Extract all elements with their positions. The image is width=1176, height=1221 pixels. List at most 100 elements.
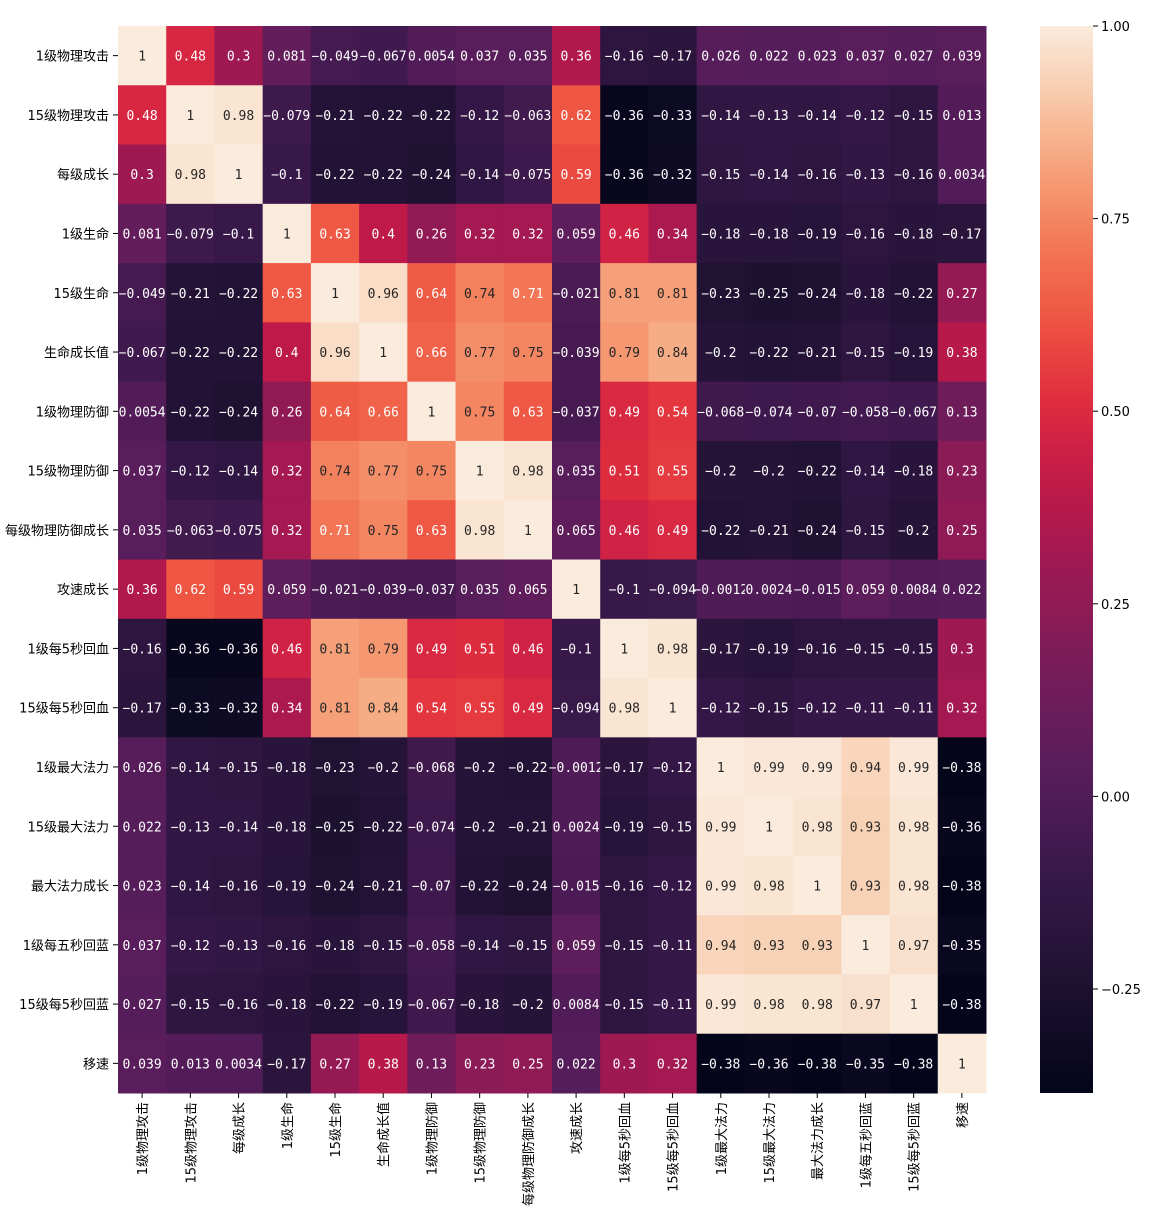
cell-annotation: 0.98 — [609, 702, 640, 717]
cell-annotation: 0.035 — [557, 465, 596, 480]
heatmap-cell — [214, 796, 264, 857]
cell-annotation: −0.15 — [749, 702, 788, 717]
cell-annotation: 0.99 — [898, 761, 929, 776]
heatmap-cell — [841, 559, 891, 620]
heatmap-cell — [793, 500, 842, 560]
cell-annotation: −0.15 — [894, 109, 933, 124]
heatmap-cell — [166, 381, 215, 442]
heatmap-cell — [793, 203, 842, 264]
heatmap-cell — [648, 618, 698, 679]
cell-annotation: 0.81 — [319, 702, 350, 717]
heatmap-cell — [744, 263, 794, 323]
heatmap-cell — [214, 440, 264, 501]
heatmap-cell — [600, 381, 649, 442]
cell-annotation: 0.26 — [271, 405, 302, 420]
heatmap-cell — [937, 26, 987, 86]
cell-annotation: 0.63 — [416, 524, 447, 539]
cell-annotation: −0.094 — [553, 702, 600, 717]
heatmap-cell — [503, 678, 553, 738]
cell-annotation: 1 — [138, 50, 146, 65]
heatmap-cell — [214, 974, 264, 1035]
cell-annotation: −0.015 — [553, 880, 600, 895]
heatmap-cell — [262, 85, 312, 146]
cell-annotation: −0.22 — [749, 346, 788, 361]
heatmap-cell — [118, 26, 167, 86]
cell-annotation: 0.93 — [850, 880, 881, 895]
heatmap-cell — [359, 618, 408, 679]
cell-annotation: −0.22 — [798, 465, 837, 480]
heatmap-cell — [359, 263, 408, 323]
cell-annotation: −0.38 — [942, 880, 981, 895]
cell-annotation: −0.15 — [846, 524, 885, 539]
heatmap-cell — [166, 144, 215, 205]
cell-annotation: 0.32 — [657, 1057, 688, 1072]
cell-annotation: −0.14 — [460, 168, 499, 183]
heatmap-cell — [407, 144, 457, 205]
heatmap-cell — [166, 85, 215, 146]
heatmap-cell — [793, 796, 842, 857]
heatmap-cell — [552, 974, 601, 1035]
cell-annotation: −0.19 — [267, 880, 306, 895]
cell-annotation: 0.46 — [609, 524, 640, 539]
heatmap-cell — [937, 203, 987, 264]
heatmap-cell — [744, 915, 794, 975]
cell-annotation: −0.07 — [412, 880, 451, 895]
cell-annotation: −0.16 — [267, 939, 306, 954]
heatmap-cell — [744, 974, 794, 1035]
heatmap-cell — [793, 678, 842, 738]
heatmap-cell — [937, 500, 987, 560]
cell-annotation: −0.074 — [746, 405, 793, 420]
cell-annotation: 0.4 — [371, 227, 395, 242]
cell-annotation: 1 — [669, 702, 677, 717]
cell-annotation: 0.55 — [464, 702, 495, 717]
cell-annotation: 0.037 — [846, 50, 885, 65]
cell-annotation: 0.059 — [846, 583, 885, 598]
heatmap-cell — [118, 381, 167, 442]
cell-annotation: 0.71 — [319, 524, 350, 539]
heatmap-cell — [889, 737, 939, 798]
heatmap-cell — [166, 500, 215, 560]
colorbar: 1.00 0.75 0.50 0.25 0.00 −0.25 — [1040, 20, 1141, 1093]
cell-annotation: 0.93 — [850, 820, 881, 835]
cell-annotation: 0.75 — [416, 465, 447, 480]
heatmap-cell — [600, 144, 649, 205]
heatmap-cell — [214, 737, 264, 798]
heatmap-cell — [648, 440, 698, 501]
cell-annotation: −0.074 — [408, 820, 455, 835]
cell-annotation: 0.035 — [508, 50, 547, 65]
cell-annotation: 0.035 — [460, 583, 499, 598]
heatmap-cell — [262, 796, 312, 857]
cell-annotation: −0.2 — [898, 524, 929, 539]
cell-annotation: −0.11 — [653, 998, 692, 1013]
cell-annotation: 1 — [813, 880, 821, 895]
cell-annotation: −0.039 — [360, 583, 407, 598]
cell-annotation: 1 — [765, 820, 773, 835]
cell-annotation: −0.18 — [894, 227, 933, 242]
heatmap-cell — [744, 618, 794, 679]
cell-annotation: −0.18 — [315, 939, 354, 954]
heatmap-cell — [503, 1033, 553, 1094]
cell-annotation: −0.18 — [267, 998, 306, 1013]
cell-annotation: 0.79 — [368, 642, 399, 657]
heatmap-cell — [455, 263, 505, 323]
cell-annotation: 0.38 — [946, 346, 977, 361]
heatmap-cell — [889, 263, 939, 323]
cell-annotation: −0.068 — [408, 761, 455, 776]
x-tick-label: 1级每五秒回蓝 — [858, 1102, 874, 1188]
cell-annotation: 0.34 — [271, 702, 302, 717]
heatmap-cell — [359, 1033, 408, 1094]
heatmap-cell — [793, 144, 842, 205]
cell-annotation: −0.23 — [701, 287, 740, 302]
heatmap-cell — [214, 144, 264, 205]
heatmap-cell — [889, 440, 939, 501]
heatmap-cell — [503, 144, 553, 205]
heatmap-cell — [600, 440, 649, 501]
colorbar-tick-label: 1.00 — [1101, 20, 1130, 35]
cell-annotation: 0.79 — [609, 346, 640, 361]
cell-annotation: 0.62 — [175, 583, 206, 598]
heatmap-cell — [455, 618, 505, 679]
heatmap-cell — [648, 915, 698, 975]
heatmap-cell — [744, 381, 794, 442]
cell-annotation: −0.14 — [219, 465, 258, 480]
cell-annotation: −0.36 — [605, 109, 644, 124]
